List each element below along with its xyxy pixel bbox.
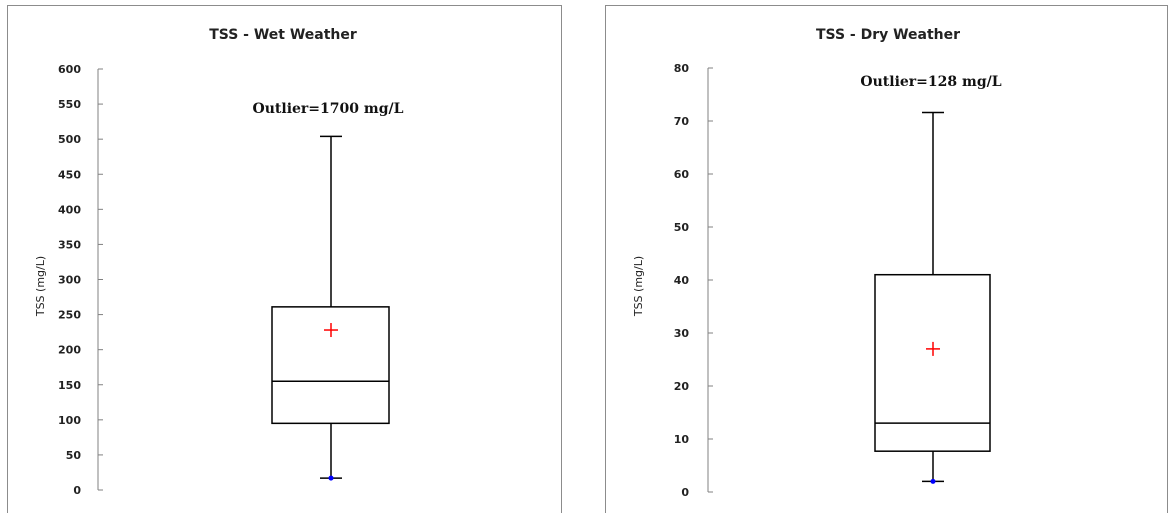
y-tick-label: 30 <box>674 327 690 340</box>
y-tick-label: 10 <box>674 433 690 446</box>
y-tick-label: 50 <box>66 449 82 462</box>
box-plot <box>874 111 991 484</box>
y-tick-label: 500 <box>58 133 81 146</box>
y-axis: 0 10 20 30 40 50 60 70 80 <box>674 62 713 499</box>
interquartile-box <box>874 273 991 452</box>
y-tick-label: 0 <box>681 486 689 499</box>
y-tick-label: 60 <box>674 168 690 181</box>
y-axis-label: TSS (mg/L) <box>632 256 645 317</box>
y-tick-label: 100 <box>58 414 81 427</box>
chart-panel-dry-weather: TSS - Dry Weather Outlier=128 mg/L TSS (… <box>605 5 1168 513</box>
y-axis-label: TSS (mg/L) <box>34 256 47 317</box>
y-tick-label: 350 <box>58 238 81 251</box>
y-tick-label: 450 <box>58 168 81 181</box>
y-tick-label: 40 <box>674 274 690 287</box>
y-tick-label: 550 <box>58 98 81 111</box>
y-tick-label: 80 <box>674 62 690 75</box>
y-tick-label: 200 <box>58 344 81 357</box>
y-tick-label: 50 <box>674 221 690 234</box>
y-tick-label: 0 <box>73 484 81 497</box>
outlier-annotation: Outlier=1700 mg/L <box>253 101 404 117</box>
y-tick-label: 400 <box>58 203 81 216</box>
box-plot <box>271 135 390 481</box>
y-tick-label: 70 <box>674 115 690 128</box>
chart-title: TSS - Dry Weather <box>816 27 960 43</box>
box-plot-dry-weather: TSS - Dry Weather Outlier=128 mg/L TSS (… <box>632 27 1002 499</box>
y-tick-label: 600 <box>58 63 81 76</box>
y-tick-label: 150 <box>58 379 81 392</box>
min-point <box>930 478 936 484</box>
y-tick-label: 300 <box>58 274 81 287</box>
chart-panel-wet-weather: TSS - Wet Weather Outlier=1700 mg/L TSS … <box>7 5 562 513</box>
box-plot-wet-weather: TSS - Wet Weather Outlier=1700 mg/L TSS … <box>34 27 404 497</box>
outlier-annotation: Outlier=128 mg/L <box>860 74 1001 90</box>
y-tick-label: 20 <box>674 380 690 393</box>
chart-title: TSS - Wet Weather <box>209 27 357 43</box>
interquartile-box <box>271 306 390 425</box>
y-axis: 0 50 100 150 200 250 300 350 400 450 500 550 600 <box>58 63 103 497</box>
y-tick-label: 250 <box>58 309 81 322</box>
min-point <box>328 475 334 481</box>
